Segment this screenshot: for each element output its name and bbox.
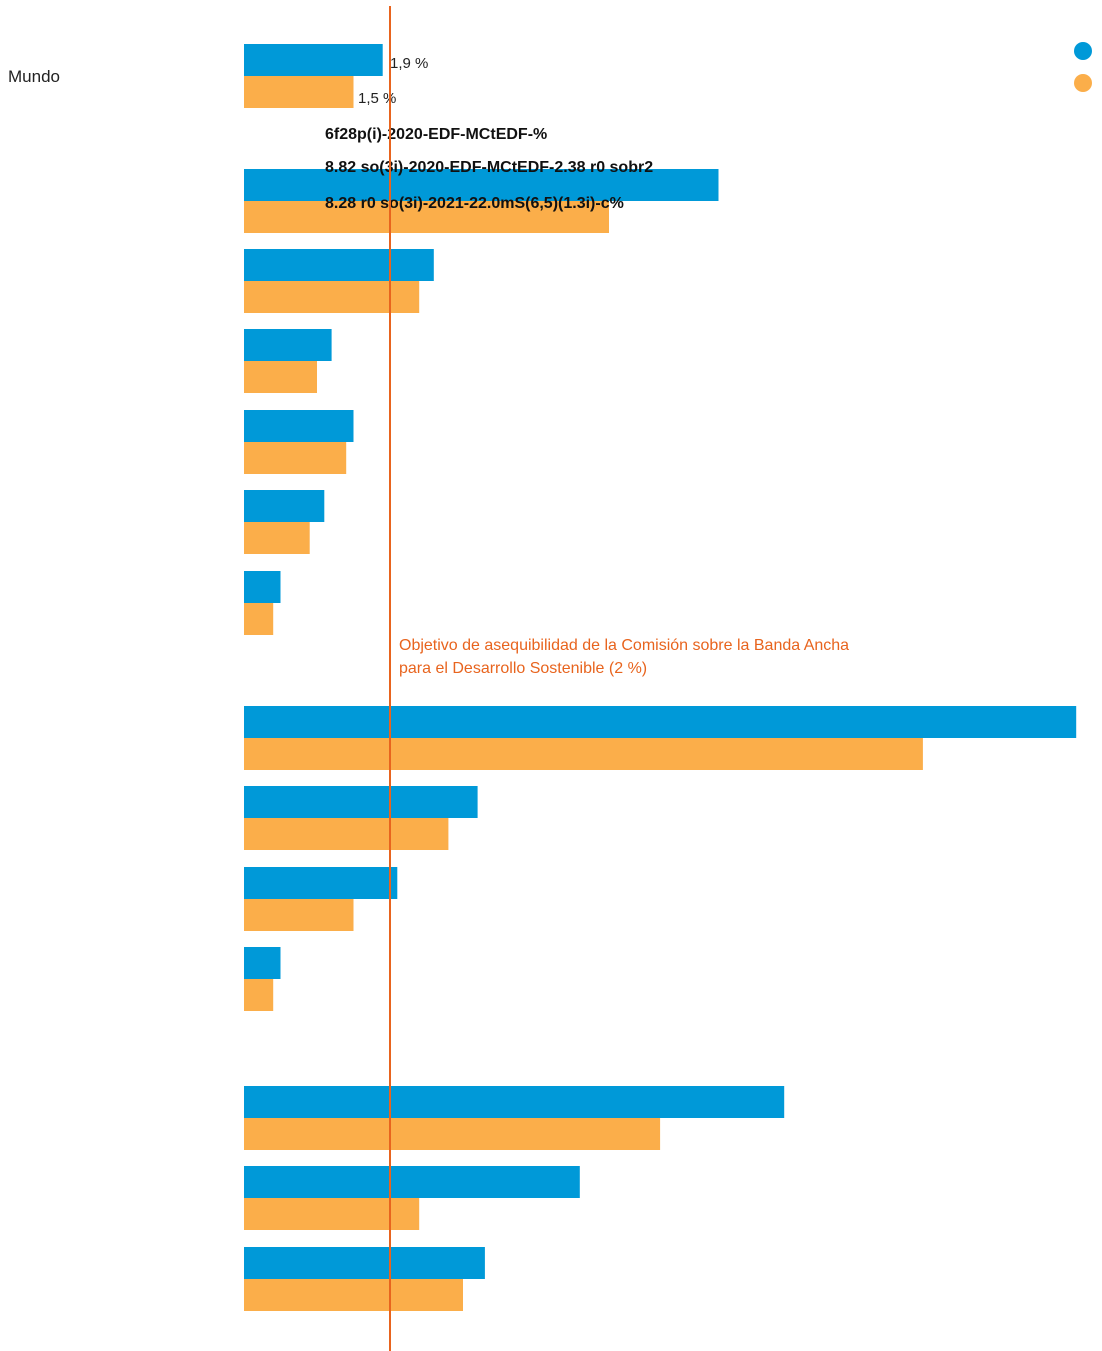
bar-series-1-row-10: [244, 867, 398, 899]
bar-series-1-row-1: [244, 44, 383, 76]
bar-series-2-row-14: [244, 1279, 463, 1311]
bar-series-1-row-11: [244, 947, 281, 979]
bar-series-2-row-6: [244, 522, 310, 554]
bar-series-1-row-8: [244, 706, 1077, 738]
bar-series-2-row-11: [244, 979, 274, 1011]
bar-series-1-row-12: [244, 1086, 785, 1118]
bar-series-2-row-9: [244, 818, 449, 850]
bars-group: [244, 44, 1077, 1311]
legend-marker-series-1: [1074, 42, 1092, 60]
text-layer: Mundo 1,9 % 1,5 % 6f28p(i)-2020-EDF-MCtE…: [8, 55, 849, 677]
bar-series-2-row-4: [244, 361, 317, 393]
bar-series-2-row-10: [244, 899, 354, 931]
bar-series-1-row-4: [244, 329, 332, 361]
bar-series-1-row-3: [244, 249, 434, 281]
legend: [1074, 42, 1092, 92]
reference-line-label-2: para el Desarrollo Sostenible (2 %): [399, 660, 647, 677]
bar-series-1-row-2: [244, 169, 719, 201]
bar-series-2-row-8: [244, 738, 923, 770]
bar-series-2-row-13: [244, 1198, 420, 1230]
overlapping-text-line-3: 8.28 r0 so(3i)-2021-22.0mS(6,5)(1.3i)-c%: [325, 195, 624, 212]
bar-series-1-row-5: [244, 410, 354, 442]
bar-series-1-row-13: [244, 1166, 580, 1198]
category-label-mundo: Mundo: [8, 67, 60, 86]
bar-series-1-row-14: [244, 1247, 485, 1279]
bar-series-1-row-7: [244, 571, 281, 603]
value-label-series-1-mundo: 1,9 %: [390, 55, 428, 72]
bar-series-1-row-9: [244, 786, 478, 818]
overlapping-text-line-2: 8.82 so(3i)-2020-EDF-MCtEDF-2.38 r0 sobr…: [325, 159, 653, 176]
bar-series-2-row-12: [244, 1118, 661, 1150]
reference-line-label-1: Objetivo de asequibilidad de la Comisión…: [399, 637, 849, 654]
legend-marker-series-2: [1074, 74, 1092, 92]
bar-series-2-row-5: [244, 442, 347, 474]
bar-series-1-row-6: [244, 490, 325, 522]
bar-series-2-row-2: [244, 201, 609, 233]
bar-series-2-row-3: [244, 281, 420, 313]
bar-series-2-row-1: [244, 76, 354, 108]
bar-series-2-row-7: [244, 603, 274, 635]
value-label-series-2-mundo: 1,5 %: [358, 90, 396, 107]
overlapping-text-line-1: 6f28p(i)-2020-EDF-MCtEDF-%: [325, 126, 547, 143]
